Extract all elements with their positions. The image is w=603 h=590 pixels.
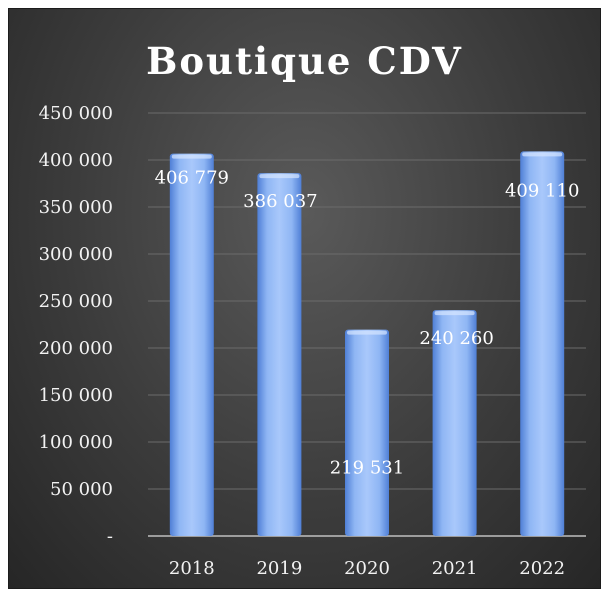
bar-group <box>345 329 389 536</box>
x-tick-label: 2021 <box>432 558 478 579</box>
data-label: 406 779 <box>155 168 229 189</box>
bar-group <box>432 310 477 536</box>
y-tick-label: 250 000 <box>39 291 113 312</box>
bar <box>345 329 389 536</box>
y-tick-label: - <box>107 526 113 547</box>
y-tick-label: 100 000 <box>39 432 113 453</box>
bar-highlight <box>434 311 475 316</box>
y-tick-label: 450 000 <box>39 103 113 124</box>
y-tick-label: 400 000 <box>39 150 113 171</box>
y-tick-label: 350 000 <box>39 197 113 218</box>
data-label: 219 531 <box>330 458 404 479</box>
chart-frame: Boutique CDV <box>8 8 601 589</box>
bar <box>520 151 565 537</box>
bar-group <box>257 173 302 536</box>
y-tick-label: 50 000 <box>50 479 113 500</box>
chart-title: Boutique CDV <box>146 39 463 83</box>
data-label: 409 110 <box>505 180 579 201</box>
bar-group <box>169 153 214 536</box>
bar <box>257 173 302 536</box>
data-label: 240 260 <box>419 328 493 349</box>
y-tick-label: 200 000 <box>39 338 113 359</box>
bar-group <box>520 151 565 537</box>
x-tick-label: 2019 <box>256 558 302 579</box>
bar <box>432 310 477 536</box>
bar-highlight <box>522 152 563 157</box>
bar-highlight <box>347 330 387 335</box>
data-label: 386 037 <box>243 191 317 212</box>
bar <box>169 153 214 536</box>
bar-highlight <box>171 154 212 159</box>
y-tick-label: 150 000 <box>39 385 113 406</box>
x-tick-label: 2018 <box>169 558 215 579</box>
y-tick-label: 300 000 <box>39 244 113 265</box>
bar-highlight <box>259 174 300 179</box>
x-tick-label: 2022 <box>519 558 565 579</box>
x-tick-label: 2020 <box>344 558 390 579</box>
